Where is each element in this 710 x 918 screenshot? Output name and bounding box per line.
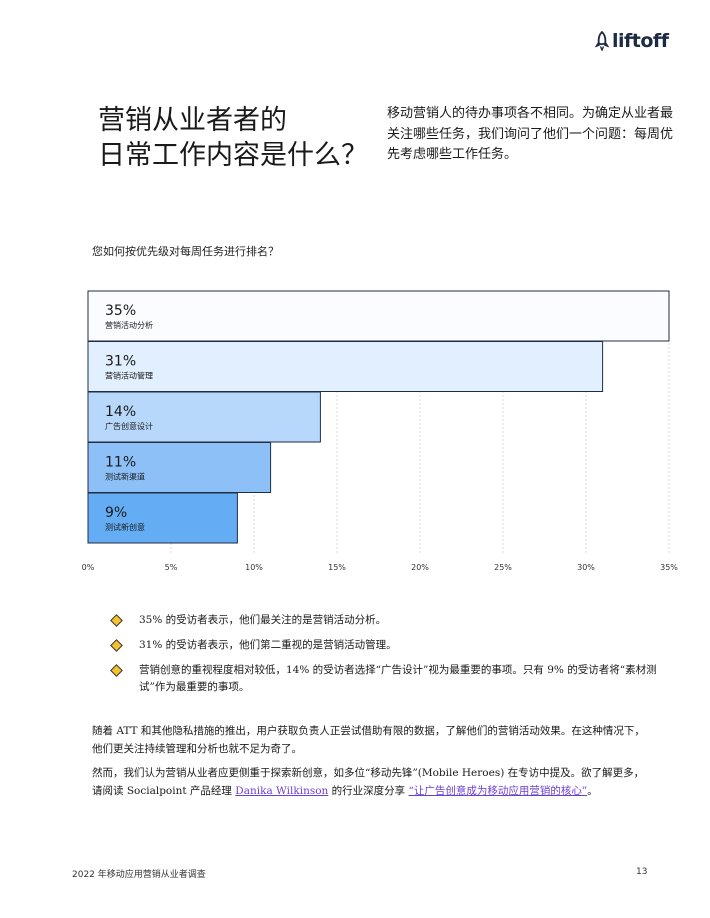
x-tick-label: 30% bbox=[577, 563, 595, 572]
bar bbox=[87, 442, 272, 493]
bullet-text: 营销创意的重视程度相对较低，14% 的受访者选择“广告设计”视为最重要的事项。只… bbox=[139, 664, 657, 693]
logo-text: liftoff bbox=[612, 30, 669, 52]
list-item: 35% 的受访者表示，他们最关注的是营销活动分析。 bbox=[110, 612, 672, 629]
x-tick-label: 20% bbox=[411, 563, 429, 572]
page-title: 营销从业者者的 日常工作内容是什么？ bbox=[98, 103, 378, 173]
bar bbox=[87, 290, 670, 342]
list-item: 31% 的受访者表示，他们第二重视的是营销活动管理。 bbox=[110, 637, 672, 654]
diamond-bullet-icon bbox=[110, 639, 123, 652]
article-link[interactable]: “让广告创意成为移动应用营销的核心” bbox=[408, 784, 588, 797]
bar-category-label: 营销活动分析 bbox=[105, 320, 153, 330]
body-paragraph-2: 然而，我们认为营销从业者应更侧重于探索新创意，如多位“移动先锋”(Mobile … bbox=[92, 765, 652, 800]
footer-title: 2022 年移动应用营销从业者调查 bbox=[72, 870, 206, 880]
bar-category-label: 营销活动管理 bbox=[105, 371, 153, 381]
bar-value-label: 11% bbox=[105, 455, 136, 471]
bar-value-label: 9% bbox=[105, 505, 127, 521]
intro-text: 移动营销人的待办事项各不相同。为确定从业者最关注哪些任务，我们询问了他们一个问题… bbox=[387, 106, 674, 162]
liftoff-logo: liftoff bbox=[595, 30, 669, 52]
bar bbox=[87, 492, 238, 544]
page-title-line-1: 营销从业者者的 bbox=[98, 105, 287, 136]
bullet-text: 31% 的受访者表示，他们第二重视的是营销活动管理。 bbox=[139, 639, 397, 651]
x-tick-label: 5% bbox=[165, 563, 178, 572]
chart-question: 您如何按优先级对每周任务进行排名？ bbox=[92, 245, 279, 258]
diamond-bullet-icon bbox=[110, 664, 123, 677]
bar bbox=[87, 341, 604, 392]
bar-category-label: 广告创意设计 bbox=[105, 421, 153, 431]
bar-value-label: 35% bbox=[105, 303, 136, 319]
bullet-text: 35% 的受访者表示，他们最关注的是营销活动分析。 bbox=[139, 614, 387, 626]
x-tick-label: 35% bbox=[660, 563, 678, 572]
bar-category-label: 测试新创意 bbox=[105, 522, 145, 532]
x-tick-label: 0% bbox=[82, 563, 95, 572]
para2-text-after: 。 bbox=[587, 784, 598, 797]
bullet-list: 35% 的受访者表示，他们最关注的是营销活动分析。 31% 的受访者表示，他们第… bbox=[110, 612, 672, 704]
x-tick-label: 25% bbox=[494, 563, 512, 572]
page-number: 13 bbox=[636, 867, 648, 877]
para2-text-middle: 的行业深度分享 bbox=[328, 784, 409, 797]
diamond-bullet-icon bbox=[110, 614, 123, 627]
x-tick-label: 10% bbox=[245, 563, 263, 572]
list-item: 营销创意的重视程度相对较低，14% 的受访者选择“广告设计”视为最重要的事项。只… bbox=[110, 662, 672, 696]
bar bbox=[87, 391, 321, 443]
danika-wilkinson-link[interactable]: Danika Wilkinson bbox=[235, 784, 329, 797]
para2-text-before: 然而，我们认为营销从业者应更侧重于探索新创意，如多位“移动先锋”(Mobile … bbox=[92, 767, 645, 797]
bar-value-label: 31% bbox=[105, 354, 136, 370]
bar-category-label: 测试新渠道 bbox=[105, 472, 145, 482]
page-title-line-2: 日常工作内容是什么？ bbox=[98, 140, 368, 171]
bar-value-label: 14% bbox=[105, 404, 136, 420]
rocket-icon bbox=[595, 31, 609, 51]
x-tick-label: 15% bbox=[328, 563, 346, 572]
body-paragraph-1: 随着 ATT 和其他隐私措施的推出，用户获取负责人正尝试借助有限的数据，了解他们… bbox=[92, 725, 645, 755]
